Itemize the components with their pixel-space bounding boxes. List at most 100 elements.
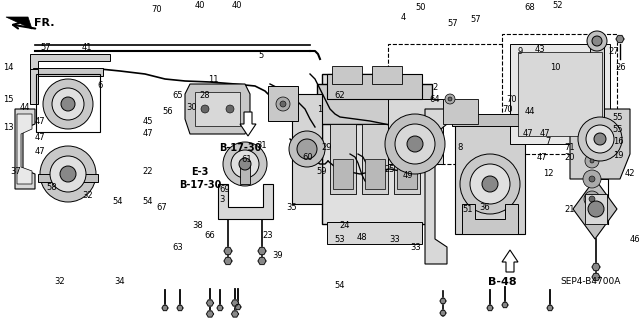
Circle shape	[239, 158, 251, 170]
Text: 47: 47	[540, 129, 550, 137]
Text: 38: 38	[193, 220, 204, 229]
Text: 9: 9	[517, 48, 523, 56]
Text: 44: 44	[525, 108, 535, 116]
Polygon shape	[502, 250, 518, 272]
Text: 70: 70	[507, 95, 517, 105]
Text: E-3: E-3	[191, 167, 209, 177]
Text: 21: 21	[564, 205, 575, 214]
Polygon shape	[258, 248, 266, 255]
Text: 7: 7	[545, 137, 550, 146]
Polygon shape	[573, 179, 617, 239]
Circle shape	[289, 131, 325, 167]
Circle shape	[297, 139, 317, 159]
Text: 27: 27	[609, 48, 620, 56]
Circle shape	[60, 166, 76, 182]
Circle shape	[407, 136, 423, 152]
Text: 14: 14	[3, 63, 13, 72]
Circle shape	[226, 105, 234, 113]
Circle shape	[222, 101, 238, 117]
Text: 49: 49	[403, 170, 413, 180]
Circle shape	[594, 133, 606, 145]
Circle shape	[52, 88, 84, 120]
Bar	[372, 66, 402, 84]
Text: 54: 54	[113, 197, 124, 206]
Bar	[397, 159, 417, 189]
Text: 46: 46	[630, 235, 640, 244]
Text: B-17-30: B-17-30	[179, 180, 221, 190]
Circle shape	[583, 170, 601, 188]
Circle shape	[223, 142, 267, 186]
Text: 55: 55	[612, 114, 623, 122]
Polygon shape	[502, 302, 508, 308]
Bar	[30, 69, 38, 104]
Circle shape	[197, 101, 213, 117]
Circle shape	[61, 97, 75, 111]
Polygon shape	[224, 257, 232, 264]
Bar	[330, 124, 356, 194]
Bar	[394, 124, 420, 194]
Circle shape	[276, 97, 290, 111]
Bar	[332, 66, 362, 84]
Text: 68: 68	[525, 4, 536, 12]
Text: 37: 37	[11, 167, 21, 176]
Bar	[327, 222, 422, 244]
Text: 47: 47	[35, 133, 45, 143]
Bar	[510, 44, 610, 144]
Circle shape	[585, 154, 599, 168]
Circle shape	[584, 191, 600, 207]
Text: 20: 20	[564, 153, 575, 162]
Text: 1: 1	[317, 106, 323, 115]
Text: B-48: B-48	[488, 277, 516, 287]
Circle shape	[590, 159, 594, 163]
Text: 42: 42	[625, 169, 636, 179]
Text: 28: 28	[200, 92, 211, 100]
Bar	[33, 68, 103, 76]
Text: 11: 11	[208, 76, 218, 85]
Bar	[452, 114, 528, 126]
Polygon shape	[185, 84, 250, 134]
Circle shape	[588, 201, 604, 217]
Text: 30: 30	[187, 103, 197, 113]
Text: 47: 47	[35, 147, 45, 157]
Text: 54: 54	[335, 280, 345, 290]
Text: 33: 33	[411, 243, 421, 253]
Polygon shape	[17, 114, 32, 184]
Text: 62: 62	[335, 92, 346, 100]
Polygon shape	[440, 310, 446, 315]
Text: 54: 54	[143, 197, 153, 206]
Text: 52: 52	[553, 1, 563, 10]
Polygon shape	[15, 109, 35, 189]
Text: 47: 47	[537, 153, 547, 162]
Text: 65: 65	[173, 92, 183, 100]
Text: B-17-30: B-17-30	[219, 143, 261, 153]
Text: 60: 60	[303, 152, 314, 161]
Bar	[365, 159, 385, 189]
Text: 15: 15	[3, 95, 13, 105]
Text: 53: 53	[335, 235, 346, 244]
Text: 16: 16	[612, 137, 623, 146]
Polygon shape	[218, 184, 273, 219]
Circle shape	[280, 101, 286, 107]
Text: 59: 59	[317, 167, 327, 176]
Bar	[362, 124, 388, 194]
Text: 57: 57	[470, 16, 481, 25]
Text: 13: 13	[3, 123, 13, 132]
Text: 70: 70	[502, 106, 513, 115]
Polygon shape	[258, 257, 266, 264]
Text: 66: 66	[205, 231, 216, 240]
Polygon shape	[268, 86, 298, 121]
Text: 26: 26	[616, 63, 627, 72]
Text: 57: 57	[448, 19, 458, 28]
Circle shape	[470, 164, 510, 204]
Text: 33: 33	[390, 235, 401, 244]
Text: 70: 70	[152, 4, 163, 13]
Polygon shape	[235, 304, 241, 310]
Text: 22: 22	[143, 167, 153, 176]
Text: 5: 5	[259, 50, 264, 60]
Polygon shape	[232, 311, 239, 317]
Polygon shape	[30, 54, 110, 79]
Text: 67: 67	[157, 204, 168, 212]
Text: 45: 45	[143, 117, 153, 127]
Text: 35: 35	[287, 204, 298, 212]
Text: 47: 47	[523, 129, 533, 137]
